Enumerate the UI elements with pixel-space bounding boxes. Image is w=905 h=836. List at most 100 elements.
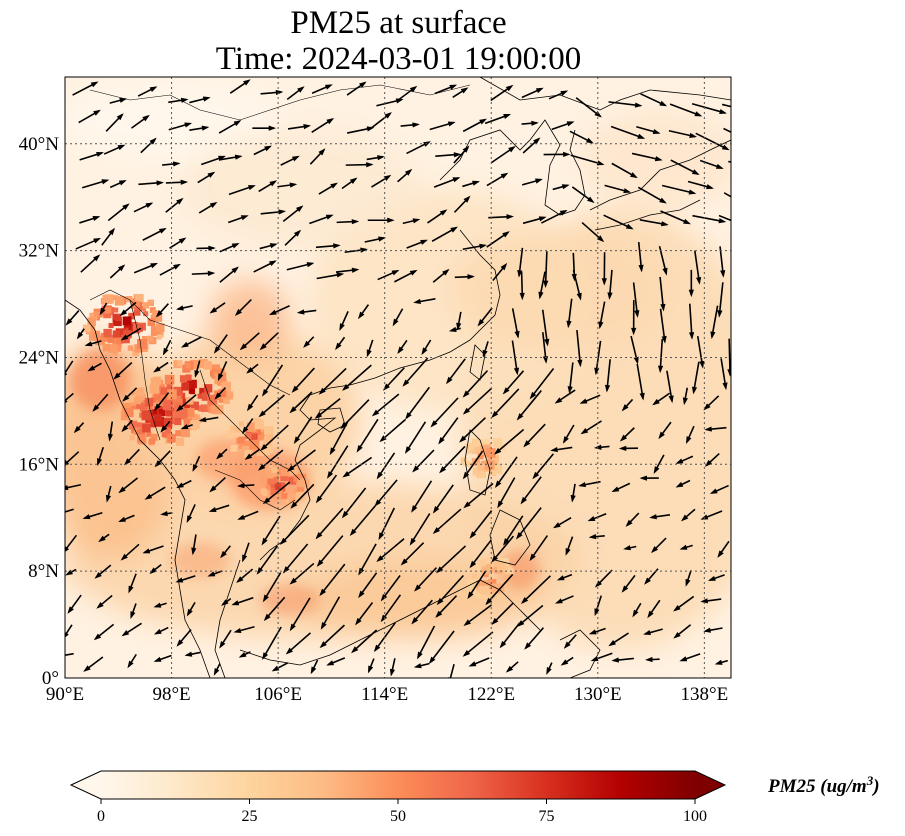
wind-arrow <box>219 243 240 253</box>
wind-arrow <box>456 311 462 331</box>
wind-arrow <box>611 162 638 179</box>
wind-arrow <box>242 418 254 435</box>
wind-arrow <box>326 657 346 666</box>
wind-arrow <box>336 219 360 225</box>
wind-arrow <box>516 604 544 627</box>
wind-arrow <box>79 151 104 161</box>
wind-arrow <box>236 482 255 489</box>
wind-arrow <box>717 282 724 318</box>
wind-arrow <box>523 423 546 448</box>
wind-arrow <box>432 484 454 514</box>
wind-arrow <box>416 625 436 660</box>
wind-arrow <box>580 420 602 435</box>
wind-arrow <box>511 340 520 376</box>
wind-arrow <box>169 237 187 249</box>
wind-arrow <box>256 545 278 575</box>
wind-arrow <box>180 336 202 348</box>
wind-arrow <box>65 652 74 657</box>
wind-arrow <box>329 421 349 456</box>
wind-arrow <box>402 357 429 387</box>
wind-arrow <box>165 179 189 185</box>
wind-arrow <box>101 227 116 246</box>
wind-arrow <box>405 386 431 420</box>
wind-arrow <box>696 336 705 369</box>
wind-arrow <box>237 510 259 520</box>
wind-arrow <box>105 485 112 503</box>
wind-arrow <box>65 392 74 403</box>
wind-arrow <box>497 477 516 509</box>
lat-tick-label: 32°N <box>19 241 60 262</box>
wind-arrow <box>692 214 727 224</box>
wind-arrow <box>650 537 667 554</box>
wind-arrow <box>186 601 196 617</box>
wind-arrow <box>128 573 137 594</box>
wind-arrow <box>631 300 637 336</box>
wind-arrow <box>428 630 455 665</box>
colorbar-gradient <box>101 771 695 799</box>
wind-arrow <box>168 122 193 131</box>
wind-arrow <box>309 148 326 165</box>
wind-arrow <box>505 661 519 673</box>
wind-arrow <box>252 125 277 131</box>
wind-arrow <box>520 476 542 505</box>
wind-arrow <box>366 155 385 161</box>
wind-arrow <box>413 298 436 305</box>
wind-arrow <box>257 449 284 471</box>
lat-tick-label: 24°N <box>19 347 60 368</box>
wind-arrow <box>219 266 239 283</box>
wind-arrow <box>468 657 490 667</box>
wind-arrow <box>124 448 140 466</box>
wind-arrow <box>239 332 260 351</box>
wind-arrow <box>604 184 632 194</box>
wind-arrow <box>213 663 221 676</box>
wind-arrow <box>154 450 171 468</box>
wind-arrow <box>438 417 459 445</box>
wind-arrow <box>632 602 642 618</box>
wind-arrow <box>694 250 702 285</box>
wind-arrow <box>543 251 549 289</box>
wind-arrow <box>490 146 516 164</box>
wind-arrow <box>699 159 724 169</box>
wind-arrow <box>162 161 181 167</box>
wind-arrow <box>670 159 700 175</box>
lon-tick-label: 106°E <box>254 684 302 705</box>
wind-arrow <box>717 540 730 558</box>
wind-arrow <box>459 417 486 443</box>
wind-arrow <box>541 209 568 224</box>
wind-arrow <box>570 483 576 503</box>
wind-arrow <box>611 657 634 663</box>
wind-arrow <box>652 392 671 406</box>
wind-arrow <box>67 594 82 614</box>
wind-arrow <box>552 516 572 529</box>
wind-arrow <box>462 631 494 657</box>
wind-arrow <box>214 387 226 400</box>
wind-arrow <box>432 268 450 283</box>
wind-arrow <box>218 120 242 134</box>
wind-arrow <box>142 545 164 554</box>
wind-arrow <box>315 474 338 504</box>
wind-arrow <box>448 326 461 332</box>
wind-arrow <box>231 596 254 606</box>
wind-arrow <box>454 274 475 280</box>
wind-arrow <box>680 508 696 522</box>
lon-tick-label: 90°E <box>46 684 84 705</box>
wind-arrow <box>208 504 230 513</box>
wind-arrow <box>432 508 462 534</box>
wind-arrow <box>196 245 216 251</box>
wind-arrow <box>358 572 378 599</box>
wind-arrow <box>342 364 372 391</box>
wind-arrow <box>679 653 701 662</box>
wind-arrow <box>373 622 396 653</box>
wind-arrow <box>289 562 315 585</box>
wind-arrow <box>645 656 660 663</box>
wind-arrow <box>639 219 669 227</box>
wind-arrow <box>675 455 694 464</box>
wind-arrow <box>659 308 667 344</box>
wind-arrow <box>603 214 634 230</box>
wind-arrow <box>137 86 158 97</box>
wind-arrow <box>462 387 493 415</box>
wind-arrow <box>120 543 140 561</box>
wind-arrow <box>98 533 110 543</box>
wind-arrow <box>462 450 484 480</box>
wind-arrow <box>103 144 126 155</box>
